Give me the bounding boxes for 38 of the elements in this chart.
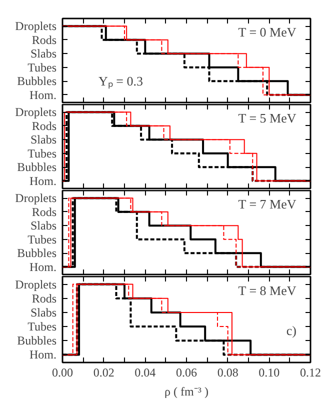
category-label: Droplets [15,105,56,120]
x-tick-label: 0.10 [258,366,280,380]
category-label: Slabs [30,132,57,147]
annotation: c) [286,323,297,338]
category-label: Slabs [30,46,57,61]
category-label: Hom. [30,260,56,274]
category-label: Hom. [30,88,56,102]
category-label: Droplets [15,277,56,292]
annotation: Yₚ = 0.3 [98,74,143,90]
category-label: Slabs [30,305,57,320]
category-label: Droplets [15,19,56,34]
category-label: Hom. [30,348,56,362]
category-label: Bubbles [17,246,57,260]
category-label: Bubbles [17,334,57,348]
x-tick-label: 0.08 [217,366,238,380]
annotation: T = 0 MeV [238,24,297,40]
x-tick-label: 0.04 [134,366,156,380]
category-label: Tubes [28,60,56,74]
category-label: Rods [32,118,57,133]
category-label: Hom. [30,174,56,188]
x-tick-label: 0.12 [300,366,321,380]
x-tick-label: 0.06 [176,366,197,380]
category-label: Tubes [28,320,56,334]
category-label: Droplets [15,191,56,206]
category-label: Tubes [28,146,56,160]
category-label: Rods [32,204,57,219]
category-label: Rods [32,291,57,306]
annotation: T = 8 MeV [238,282,297,298]
category-label: Bubbles [17,74,57,88]
x-axis-title: ρ ( fm⁻³ ) [164,384,208,398]
annotation: T = 7 MeV [238,196,297,212]
x-tick-label: 0.02 [93,366,114,380]
category-label: Rods [32,32,57,47]
category-label: Slabs [30,218,57,233]
x-tick-label: 0.00 [52,366,73,380]
category-label: Bubbles [17,160,57,174]
annotation: T = 5 MeV [238,110,297,126]
category-label: Tubes [28,232,56,246]
